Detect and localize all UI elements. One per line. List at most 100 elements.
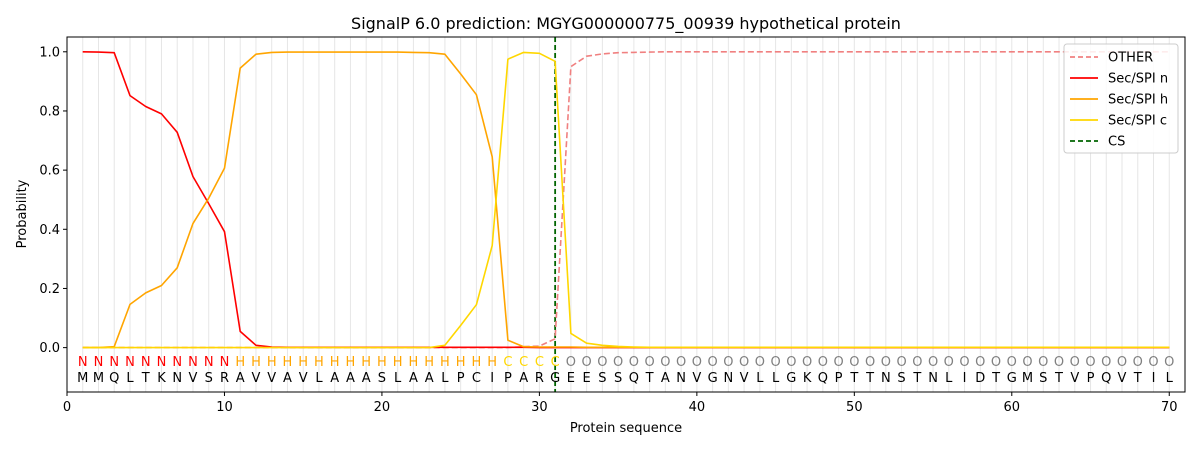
residue-label: A xyxy=(425,371,434,386)
region-label: H xyxy=(330,355,340,370)
region-label: N xyxy=(157,355,167,370)
residue-label: G xyxy=(786,371,796,386)
residue-label: Q xyxy=(1101,371,1111,386)
residue-label: T xyxy=(991,371,1000,386)
residue-label: S xyxy=(598,371,606,386)
x-axis-label: Protein sequence xyxy=(570,421,682,436)
residue-label: M xyxy=(1022,371,1033,386)
region-label: H xyxy=(298,355,308,370)
series-line-sec-spi-h xyxy=(82,51,1170,349)
region-label: O xyxy=(739,355,749,370)
region-label: N xyxy=(172,355,182,370)
residue-label: S xyxy=(378,371,386,386)
residue-label: V xyxy=(1070,371,1079,386)
region-label: N xyxy=(204,355,214,370)
region-label: O xyxy=(1101,355,1111,370)
residue-label: P xyxy=(835,371,843,386)
residue-label: L xyxy=(394,371,402,386)
x-tick-label: 20 xyxy=(374,400,391,415)
region-label: O xyxy=(676,355,686,370)
residue-label: V xyxy=(740,371,749,386)
residue-label: T xyxy=(141,371,150,386)
region-label: O xyxy=(566,355,576,370)
x-tick-label: 40 xyxy=(689,400,706,415)
region-label: O xyxy=(881,355,891,370)
residue-label: L xyxy=(756,371,764,386)
residue-label: N xyxy=(676,371,686,386)
region-label: H xyxy=(235,355,245,370)
region-label: O xyxy=(912,355,922,370)
region-label: O xyxy=(1007,355,1017,370)
region-label: O xyxy=(1164,355,1174,370)
residue-label: V xyxy=(252,371,261,386)
y-tick-label: 1.0 xyxy=(39,45,60,60)
residue-label: I xyxy=(963,371,967,386)
region-label: H xyxy=(472,355,482,370)
region-label: O xyxy=(1148,355,1158,370)
residue-label: S xyxy=(205,371,213,386)
region-label: O xyxy=(865,355,875,370)
region-label: O xyxy=(660,355,670,370)
residue-label: Q xyxy=(818,371,828,386)
x-tick-label: 70 xyxy=(1161,400,1178,415)
residue-label: A xyxy=(362,371,371,386)
legend-label: Sec/SPI n xyxy=(1108,72,1168,87)
region-label: H xyxy=(377,355,387,370)
region-label: C xyxy=(535,355,544,370)
region-label: O xyxy=(723,355,733,370)
region-label: O xyxy=(975,355,985,370)
residue-label: I xyxy=(1152,371,1156,386)
region-label: O xyxy=(613,355,623,370)
region-label: H xyxy=(393,355,403,370)
residue-label: L xyxy=(772,371,780,386)
region-label: O xyxy=(1070,355,1080,370)
region-label: N xyxy=(188,355,198,370)
residue-label: T xyxy=(1054,371,1063,386)
region-label: O xyxy=(770,355,780,370)
region-label: H xyxy=(487,355,497,370)
legend-label: Sec/SPI c xyxy=(1108,114,1167,129)
x-tick-label: 30 xyxy=(531,400,548,415)
region-label: H xyxy=(361,355,371,370)
legend: OTHER Sec/SPI n Sec/SPI h Sec/SPI c CS xyxy=(1063,43,1179,154)
region-label: O xyxy=(1038,355,1048,370)
legend-label: OTHER xyxy=(1108,51,1153,66)
region-label: H xyxy=(283,355,293,370)
residue-label: L xyxy=(1166,371,1174,386)
region-label: O xyxy=(991,355,1001,370)
series-line-other xyxy=(82,50,1170,349)
region-label: O xyxy=(896,355,906,370)
residue-label: R xyxy=(220,371,229,386)
residue-label: P xyxy=(1087,371,1095,386)
residue-label: K xyxy=(803,371,812,386)
axes: 0 10 20 30 40 50 60 70 0.0 0.2 0.4 0.6 0.8 1.0 xyxy=(39,45,1177,415)
residue-label: A xyxy=(346,371,355,386)
y-axis-label: Probability xyxy=(15,179,30,248)
residue-label: L xyxy=(945,371,953,386)
chart-title: SignalP 6.0 prediction: MGYG000000775_00… xyxy=(351,14,901,34)
residue-label: E xyxy=(567,371,575,386)
residue-label: G xyxy=(550,371,560,386)
x-tick-label: 60 xyxy=(1004,400,1021,415)
x-tick-label: 50 xyxy=(846,400,863,415)
residue-label: Q xyxy=(109,371,119,386)
residue-label: V xyxy=(1118,371,1127,386)
residue-label: A xyxy=(519,371,528,386)
region-label: N xyxy=(94,355,104,370)
residue-label: S xyxy=(897,371,905,386)
y-tick-label: 0.0 xyxy=(39,341,60,356)
region-label: O xyxy=(707,355,717,370)
region-label: N xyxy=(141,355,151,370)
residue-label: P xyxy=(457,371,465,386)
residue-label: C xyxy=(472,371,481,386)
residue-label: L xyxy=(315,371,323,386)
y-tick-label: 0.6 xyxy=(39,164,60,179)
region-label: O xyxy=(849,355,859,370)
region-label: C xyxy=(551,355,560,370)
region-label: N xyxy=(78,355,88,370)
residue-label: S xyxy=(614,371,622,386)
residue-label: V xyxy=(692,371,701,386)
residue-label: R xyxy=(535,371,544,386)
residue-label: A xyxy=(330,371,339,386)
